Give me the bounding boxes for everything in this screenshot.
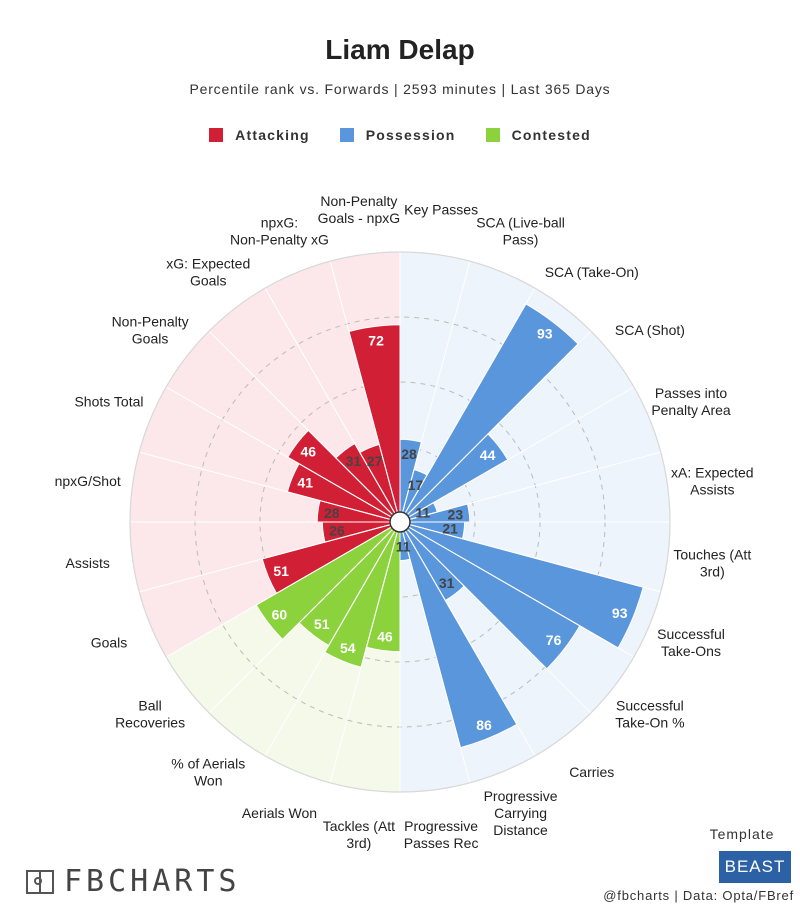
category-label: xG: Expected Goals [166, 256, 250, 289]
background-wedge [400, 387, 661, 522]
background-wedge [400, 261, 535, 522]
spoke [165, 521, 401, 658]
value-label: 27 [367, 453, 383, 469]
category-label: Aerials Won [242, 805, 317, 821]
spoke [399, 287, 536, 523]
spoke [165, 386, 401, 523]
category-label: SCA (Live-ball Pass) [476, 214, 565, 247]
chart-subtitle: Percentile rank vs. Forwards | 2593 minu… [189, 81, 611, 97]
category-label: Successful Take-Ons [657, 626, 725, 659]
spoke [208, 521, 401, 714]
category-label: Key Passes [404, 202, 478, 218]
value-label: 21 [442, 521, 458, 537]
chart-title: Liam Delap [325, 34, 475, 65]
legend-swatch-contested [485, 128, 500, 142]
spoke [139, 521, 401, 593]
category-label: Non-Penalty Goals - npxG [318, 193, 400, 226]
spoke [329, 261, 401, 523]
logo-text: FBCHARTS [64, 864, 241, 899]
category-label: Tackles (Att 3rd) [323, 818, 395, 851]
category-label: Successful Take-On % [615, 697, 684, 730]
data-credit: @fbcharts | Data: Opta/FBref [603, 888, 794, 903]
value-label: 46 [300, 444, 316, 460]
spoke [399, 521, 536, 757]
value-label: 28 [324, 505, 340, 521]
spoke [399, 261, 471, 523]
legend-swatch-possession [339, 128, 354, 142]
spoke [264, 521, 401, 757]
center-hole [389, 511, 411, 533]
value-label: 60 [272, 607, 288, 623]
category-label: npxG: Non-Penalty xG [230, 214, 329, 247]
category-label: Shots Total [74, 393, 143, 409]
value-label: 44 [480, 447, 496, 463]
value-label: 51 [314, 616, 330, 632]
fbcharts-logo: FBCHARTS [26, 864, 241, 899]
value-label: 51 [273, 563, 289, 579]
spoke [399, 386, 635, 523]
category-label: SCA (Take-On) [545, 264, 639, 280]
category-label: npxG/Shot [55, 473, 121, 489]
value-label: 46 [377, 629, 393, 645]
category-label: Goals [91, 635, 128, 651]
spoke [399, 521, 661, 593]
outer-ring [129, 251, 671, 793]
template-label: Template [709, 826, 775, 842]
value-label: 86 [476, 717, 492, 733]
legend-label-contested: Contested [511, 127, 591, 143]
value-label: 23 [448, 507, 464, 523]
spoke [329, 521, 401, 783]
value-label: 31 [346, 453, 362, 469]
category-label: Non-Penalty Goals [112, 314, 189, 347]
legend-item-contested: Contested [485, 127, 591, 143]
value-label: 93 [537, 325, 553, 341]
value-label: 72 [368, 332, 384, 348]
category-label: Carries [569, 764, 614, 780]
spoke [208, 330, 401, 523]
background-wedge [400, 522, 470, 792]
spoke [139, 451, 401, 523]
category-label: Passes into Penalty Area [651, 385, 731, 418]
spoke [264, 287, 401, 523]
value-label: 11 [396, 538, 411, 554]
value-label: 93 [612, 605, 628, 621]
legend-swatch-attacking [209, 128, 224, 142]
legend-item-attacking: Attacking [209, 127, 310, 143]
template-badge: BEAST [719, 851, 791, 883]
value-label: 26 [329, 522, 345, 538]
category-label: Ball Recoveries [115, 697, 185, 730]
category-label: SCA (Shot) [615, 322, 685, 338]
pitch-icon [26, 869, 54, 894]
category-label: xA: Expected Assists [671, 464, 754, 497]
spoke [399, 451, 661, 523]
value-label: 28 [401, 446, 417, 462]
value-label: 76 [546, 632, 562, 648]
spoke [399, 521, 592, 714]
legend-label-possession: Possession [365, 127, 456, 143]
value-label: 41 [297, 475, 313, 491]
spoke [399, 330, 592, 523]
category-label: Touches (Att 3rd) [673, 547, 751, 580]
value-label: 17 [408, 477, 424, 493]
value-label: 11 [415, 505, 430, 521]
spoke [399, 521, 471, 783]
spoke [399, 521, 635, 658]
category-label: Assists [66, 555, 110, 571]
legend-label-attacking: Attacking [235, 127, 310, 143]
legend: Attacking Possession Contested [0, 127, 800, 143]
value-label: 54 [340, 640, 356, 656]
background-wedge [400, 522, 670, 592]
category-label: Progressive Carrying Distance [484, 788, 558, 838]
value-label: 31 [439, 575, 455, 591]
legend-item-possession: Possession [339, 127, 456, 143]
category-label: % of Aerials Won [171, 755, 245, 788]
category-label: Progressive Passes Rec [404, 818, 479, 851]
